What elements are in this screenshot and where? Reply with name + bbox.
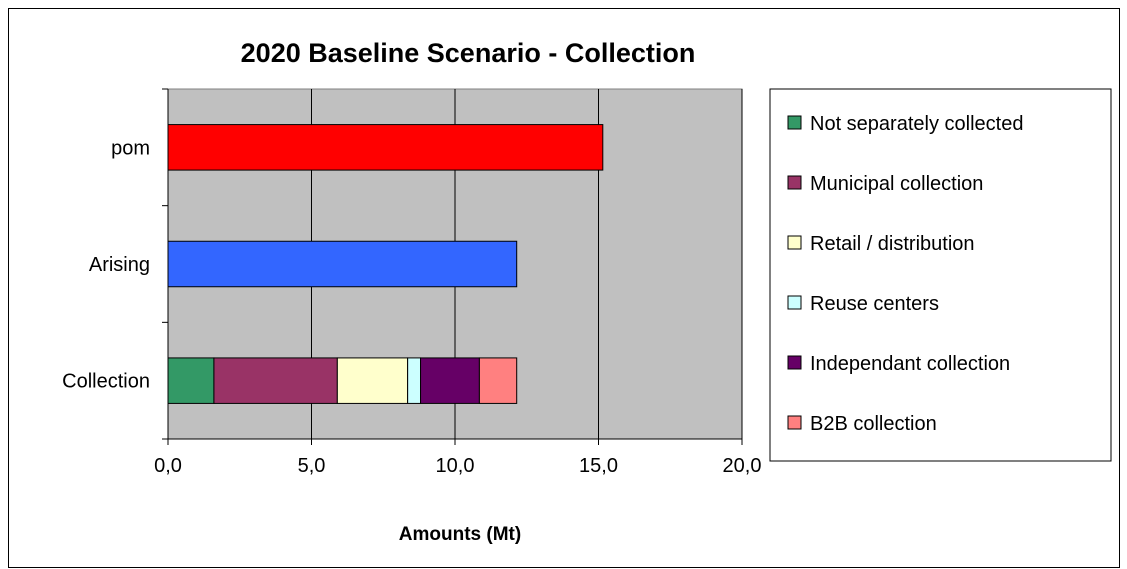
- chart-title: 2020 Baseline Scenario - Collection: [241, 38, 696, 68]
- legend-label: Not separately collected: [810, 113, 1023, 135]
- legend-label: Independant collection: [810, 353, 1010, 375]
- legend-swatch: [787, 355, 802, 370]
- y-category-label: pom: [111, 137, 150, 159]
- legend-swatch: [787, 115, 802, 130]
- bar-segment: [167, 124, 604, 171]
- chart-frame: 2020 Baseline Scenario - Collection 0,0 5…: [8, 8, 1120, 568]
- bar-segment: [407, 357, 422, 404]
- legend-label: Municipal collection: [810, 173, 983, 195]
- legend-swatch: [787, 235, 802, 250]
- x-axis-label: Amounts (Mt): [399, 524, 521, 545]
- x-tick-label: 0,0: [154, 455, 182, 477]
- legend-label: Reuse centers: [810, 293, 939, 315]
- bar-segment: [478, 357, 518, 404]
- x-tick-label: 15,0: [579, 455, 618, 477]
- legend-swatch: [787, 295, 802, 310]
- bar-segment: [420, 357, 480, 404]
- chart-svg: 2020 Baseline Scenario - Collection 0,0 5…: [62, 38, 1112, 545]
- legend: Not separately collected Municipal collec…: [769, 88, 1112, 462]
- bar-segment: [167, 240, 518, 288]
- plot-area: 0,0 5,0 10,0 15,0 20,0 pom Arising Collection: [62, 88, 762, 477]
- bar-segment: [336, 357, 409, 404]
- y-category-label: Collection: [62, 371, 150, 393]
- y-category-label: Arising: [89, 254, 150, 276]
- x-tick-label: 5,0: [298, 455, 326, 477]
- bar-segment: [213, 357, 338, 404]
- x-tick-label: 20,0: [723, 455, 762, 477]
- legend-swatch: [787, 175, 802, 190]
- legend-label: Retail / distribution: [810, 233, 975, 255]
- bar-segment: [167, 357, 215, 404]
- x-tick-label: 10,0: [436, 455, 475, 477]
- legend-box: [769, 88, 1112, 462]
- legend-label: B2B collection: [810, 413, 937, 435]
- legend-swatch: [787, 415, 802, 430]
